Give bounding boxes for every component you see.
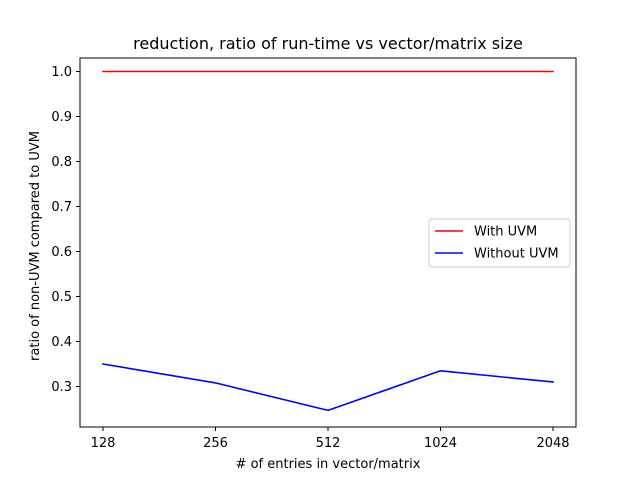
x-tick-label: 512 xyxy=(316,436,341,451)
x-axis-title: # of entries in vector/matrix xyxy=(236,457,421,472)
y-tick-label: 0.5 xyxy=(51,290,72,305)
y-tick-label: 1.0 xyxy=(51,65,72,80)
legend-box xyxy=(428,218,571,268)
y-axis-title: ratio of non-UVM compared to UVM xyxy=(28,131,43,361)
legend: With UVM Without UVM xyxy=(428,218,571,268)
y-tick-label: 0.7 xyxy=(51,200,72,215)
data-series xyxy=(102,70,554,412)
chart-title: reduction, ratio of run-time vs vector/m… xyxy=(133,34,523,53)
y-tick-label: 0.8 xyxy=(51,155,72,170)
legend-label: Without UVM xyxy=(474,247,559,262)
y-tick-label: 0.9 xyxy=(51,110,72,125)
axis-ticks: 128 256 512 1024 2048 0.3 0.4 0.5 0.6 0.7 0.8 0.9 1.… xyxy=(51,65,569,451)
y-tick-label: 0.6 xyxy=(51,245,72,260)
y-tick-label: 0.3 xyxy=(51,380,72,395)
x-tick-label: 128 xyxy=(91,436,116,451)
legend-label: With UVM xyxy=(474,225,537,240)
x-tick-label: 256 xyxy=(203,436,228,451)
series-line-2 xyxy=(102,363,554,412)
plot-area-frame xyxy=(79,57,577,428)
x-tick-label: 2048 xyxy=(536,436,569,451)
y-tick-label: 0.4 xyxy=(51,335,72,350)
x-tick-label: 1024 xyxy=(424,436,457,451)
